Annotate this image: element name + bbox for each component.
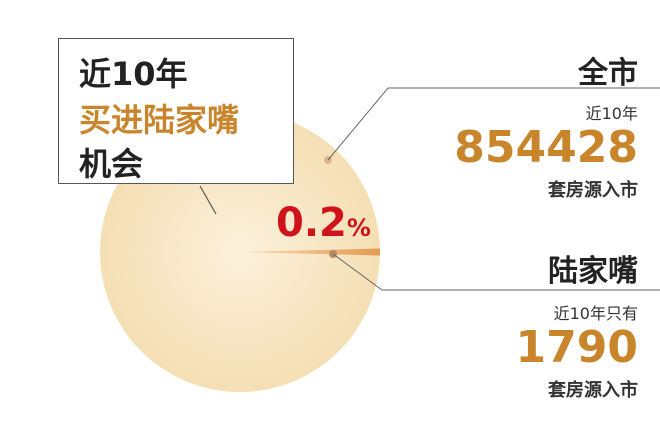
headline-line2: 买进陆家嘴 [79,101,240,139]
city-sub: 近10年 [585,104,638,123]
city-title: 全市 [578,56,638,91]
ljz-title: 陆家嘴 [548,254,638,289]
city-unit: 套房源入市 [548,180,638,201]
ljz-value: 1790 [515,322,638,373]
ljz-leader-line [332,253,660,291]
pie-slice-lujiazui [240,248,380,256]
ljz-unit: 套房源入市 [548,380,638,401]
headline-line3: 机会 [79,145,144,183]
city-leader-line [327,87,660,161]
city-value: 854428 [454,122,638,173]
ljz-sub: 近10年只有 [553,304,638,323]
headline-line1: 近10年 [79,55,188,93]
headline-box: 近10年 买进陆家嘴 机会 [58,38,294,184]
percent-label: 0.2% [276,200,371,246]
box-pointer-line [199,185,217,215]
